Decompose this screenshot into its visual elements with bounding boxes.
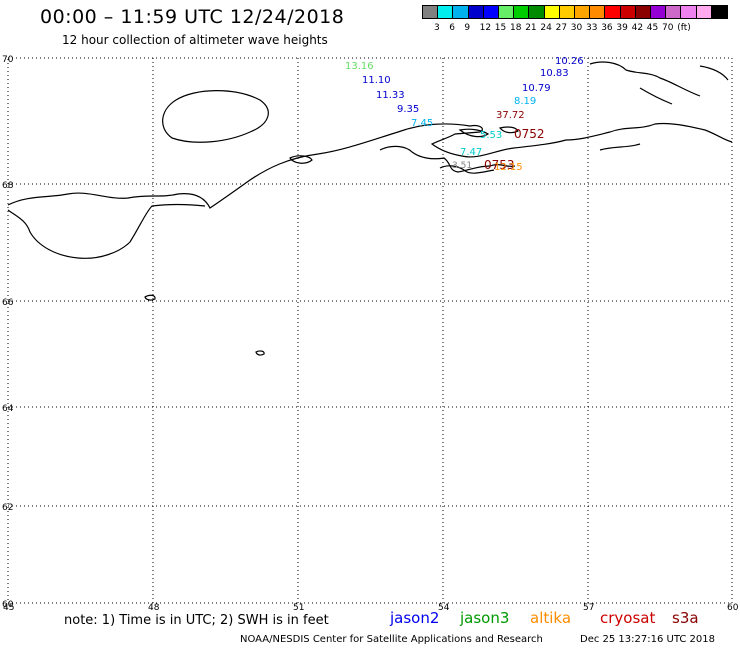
coast-east-fringe [589, 61, 729, 151]
map-frame [7, 57, 733, 604]
wave-height-label: 10.79 [522, 83, 551, 94]
coastline [7, 61, 733, 356]
satellite-jason2-label: jason2 [390, 609, 440, 627]
lat-tick-label: 66 [2, 298, 14, 308]
wave-height-label: 3.51 [452, 161, 472, 171]
mainland-coast-west [7, 203, 206, 259]
color-scale-label: 70 [662, 23, 674, 33]
wave-height-label: 12.15 [494, 162, 523, 173]
mainland-coast [7, 122, 733, 209]
lon-tick-label: 60 [727, 603, 739, 613]
island-small-a [144, 294, 156, 301]
color-scale-label: 15 [494, 23, 507, 33]
lat-tick-label: 64 [2, 404, 14, 414]
lat-tick-label: 68 [2, 181, 14, 191]
color-scale-swatch [710, 5, 728, 19]
map-title: 00:00 – 11:59 UTC 12/24/2018 [40, 6, 345, 28]
wave-height-label: 11.33 [376, 90, 405, 101]
footer-note: note: 1) Time is in UTC; 2) SWH is in fe… [64, 613, 329, 628]
lon-tick-label: 45 [3, 603, 14, 613]
color-scale-label: 36 [601, 23, 613, 33]
wave-height-label: 11.10 [362, 75, 391, 86]
color-scale-unit: (ft) [677, 23, 691, 33]
wave-height-label: 9.35 [397, 104, 419, 115]
wave-height-label: 37.72 [496, 110, 525, 121]
color-scale-label: 9 [464, 23, 471, 33]
wave-height-label: 8.19 [514, 96, 536, 107]
wave-height-label: 5.53 [480, 130, 502, 141]
lon-tick-label: 57 [583, 603, 594, 613]
color-scale-label: 45 [646, 23, 659, 33]
satellite-jason3-label: jason3 [460, 609, 510, 627]
color-scale-label: 42 [631, 23, 644, 33]
wave-height-label: 13.16 [345, 61, 374, 72]
color-scale-label: 27 [555, 23, 568, 33]
color-scale-label: 33 [586, 23, 598, 33]
lat-tick-label: 62 [2, 503, 13, 513]
wave-height-label: 0753 [484, 158, 515, 172]
island-small-b [255, 350, 265, 356]
color-scale-label: 18 [510, 23, 522, 33]
generated-timestamp: Dec 25 13:27:16 UTC 2018 [580, 634, 715, 645]
lon-tick-label: 54 [438, 603, 450, 613]
satellite-s3a-label: s3a [672, 609, 699, 627]
island-novaya-zemlya [162, 90, 269, 143]
wave-height-label: 7.47 [460, 147, 482, 158]
coast-pechora [439, 165, 495, 174]
color-scale-label: 12 [479, 23, 492, 33]
map-subtitle: 12 hour collection of altimeter wave hei… [62, 33, 328, 47]
lon-tick-label: 51 [293, 603, 304, 613]
color-scale-label: 39 [616, 23, 628, 33]
satellite-altika-label: altika [530, 609, 572, 627]
credit-line: NOAA/NESDIS Center for Satellite Applica… [240, 634, 543, 645]
wave-height-label: 10.83 [540, 68, 569, 79]
wave-height-label: 7.45 [411, 118, 433, 129]
wave-height-label: 10.26 [555, 56, 584, 67]
color-scale-label: 6 [449, 23, 455, 33]
color-scale-label: 24 [540, 23, 552, 33]
island-kolguev [289, 155, 313, 164]
wave-height-label: 0752 [514, 127, 545, 141]
lon-tick-label: 48 [148, 603, 160, 613]
island-novaya-zemlya-south [458, 128, 490, 138]
color-scale-label: 3 [434, 23, 440, 33]
lat-tick-label: 70 [2, 55, 14, 65]
color-scale-label: 30 [570, 23, 583, 33]
satellite-cryosat-label: cryosat [600, 609, 656, 627]
lat-tick-label: 60 [2, 600, 14, 610]
coast-vaygach [379, 145, 516, 173]
island-arkhangelsk [498, 126, 519, 134]
color-scale-label: 21 [525, 23, 537, 33]
